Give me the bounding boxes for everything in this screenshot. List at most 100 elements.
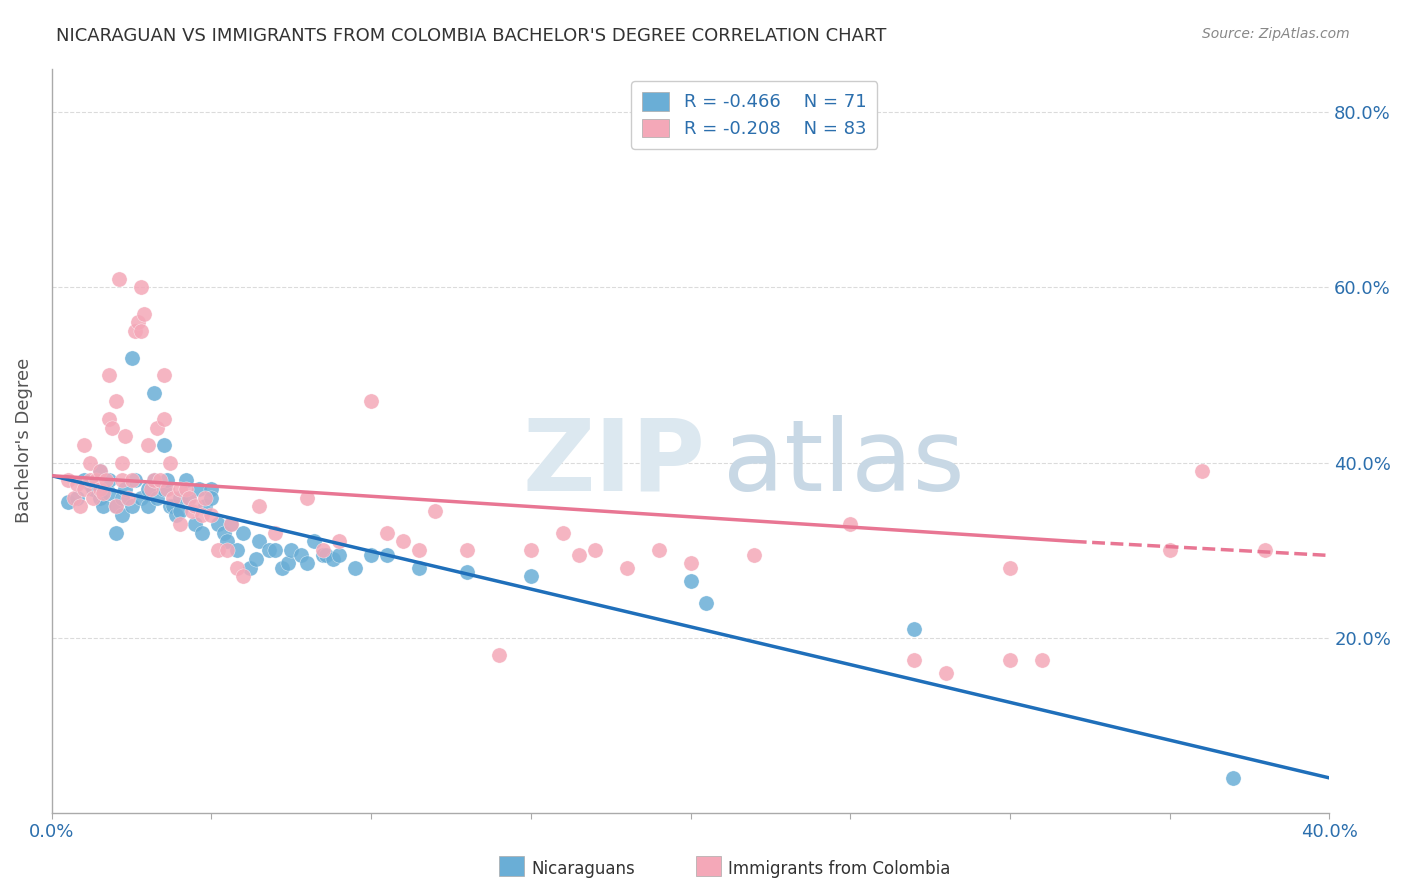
Point bbox=[935, 665, 957, 680]
Point bbox=[226, 543, 249, 558]
Text: ZIP: ZIP bbox=[523, 415, 706, 511]
Point bbox=[219, 516, 242, 531]
Point bbox=[69, 500, 91, 514]
Point bbox=[551, 525, 574, 540]
Point bbox=[104, 394, 127, 409]
Point bbox=[162, 491, 184, 505]
Point bbox=[245, 552, 267, 566]
Point bbox=[903, 653, 925, 667]
Point bbox=[98, 412, 121, 426]
Point bbox=[456, 565, 478, 579]
Point bbox=[79, 456, 101, 470]
Point bbox=[312, 543, 335, 558]
Point bbox=[1254, 543, 1277, 558]
Point bbox=[162, 500, 184, 514]
Point bbox=[152, 482, 174, 496]
Point bbox=[375, 548, 398, 562]
Point bbox=[152, 412, 174, 426]
Point bbox=[82, 491, 104, 505]
Point bbox=[117, 491, 139, 505]
Point bbox=[392, 534, 415, 549]
Point bbox=[212, 525, 235, 540]
Point bbox=[191, 508, 214, 523]
Point bbox=[277, 557, 299, 571]
Point bbox=[114, 429, 136, 443]
Point bbox=[297, 557, 319, 571]
Point bbox=[998, 653, 1021, 667]
Point bbox=[344, 560, 367, 574]
Point bbox=[98, 473, 121, 487]
Point bbox=[247, 500, 270, 514]
Point bbox=[111, 473, 134, 487]
Point bbox=[647, 543, 669, 558]
Point bbox=[239, 560, 262, 574]
Point bbox=[207, 516, 229, 531]
Point bbox=[73, 438, 96, 452]
Point bbox=[177, 491, 200, 505]
Point bbox=[111, 508, 134, 523]
Point bbox=[200, 482, 222, 496]
Point bbox=[111, 456, 134, 470]
Point bbox=[63, 491, 86, 505]
Point bbox=[520, 543, 543, 558]
Point bbox=[89, 482, 111, 496]
Text: Source: ZipAtlas.com: Source: ZipAtlas.com bbox=[1202, 27, 1350, 41]
Text: Immigrants from Colombia: Immigrants from Colombia bbox=[728, 860, 950, 878]
Point bbox=[217, 534, 239, 549]
Point bbox=[328, 534, 350, 549]
Point bbox=[312, 548, 335, 562]
Point bbox=[73, 473, 96, 487]
Point bbox=[129, 324, 152, 338]
Point bbox=[98, 368, 121, 382]
Point bbox=[280, 543, 302, 558]
Point bbox=[408, 543, 430, 558]
Point bbox=[191, 525, 214, 540]
Point bbox=[1031, 653, 1053, 667]
Point bbox=[101, 420, 124, 434]
Point bbox=[616, 560, 638, 574]
Point bbox=[375, 525, 398, 540]
Point bbox=[121, 351, 143, 365]
Point bbox=[257, 543, 280, 558]
Point bbox=[695, 596, 717, 610]
Point bbox=[328, 548, 350, 562]
Point bbox=[142, 473, 165, 487]
Point bbox=[174, 473, 197, 487]
Point bbox=[169, 491, 191, 505]
Point bbox=[270, 560, 292, 574]
Point bbox=[146, 420, 169, 434]
Point bbox=[315, 548, 337, 562]
Point bbox=[264, 525, 287, 540]
Point bbox=[1222, 771, 1244, 785]
Point bbox=[181, 504, 204, 518]
Point bbox=[423, 504, 446, 518]
Point bbox=[200, 508, 222, 523]
Point bbox=[903, 622, 925, 636]
Point bbox=[184, 500, 207, 514]
Text: atlas: atlas bbox=[723, 415, 965, 511]
Point bbox=[139, 482, 162, 496]
Point bbox=[73, 482, 96, 496]
Point bbox=[408, 560, 430, 574]
Point bbox=[66, 477, 89, 491]
Point bbox=[290, 548, 312, 562]
Point bbox=[142, 473, 165, 487]
Point bbox=[456, 543, 478, 558]
Point bbox=[127, 316, 149, 330]
Text: Nicaraguans: Nicaraguans bbox=[531, 860, 636, 878]
Point bbox=[169, 504, 191, 518]
Point bbox=[156, 482, 179, 496]
Point bbox=[679, 574, 702, 588]
Point bbox=[159, 500, 181, 514]
Point bbox=[136, 438, 159, 452]
Point bbox=[998, 560, 1021, 574]
Point bbox=[583, 543, 606, 558]
Point bbox=[108, 271, 131, 285]
Point bbox=[56, 473, 79, 487]
Point bbox=[56, 495, 79, 509]
Point bbox=[89, 491, 111, 505]
Point bbox=[200, 491, 222, 505]
Point bbox=[184, 516, 207, 531]
Point bbox=[174, 482, 197, 496]
Point bbox=[302, 534, 325, 549]
